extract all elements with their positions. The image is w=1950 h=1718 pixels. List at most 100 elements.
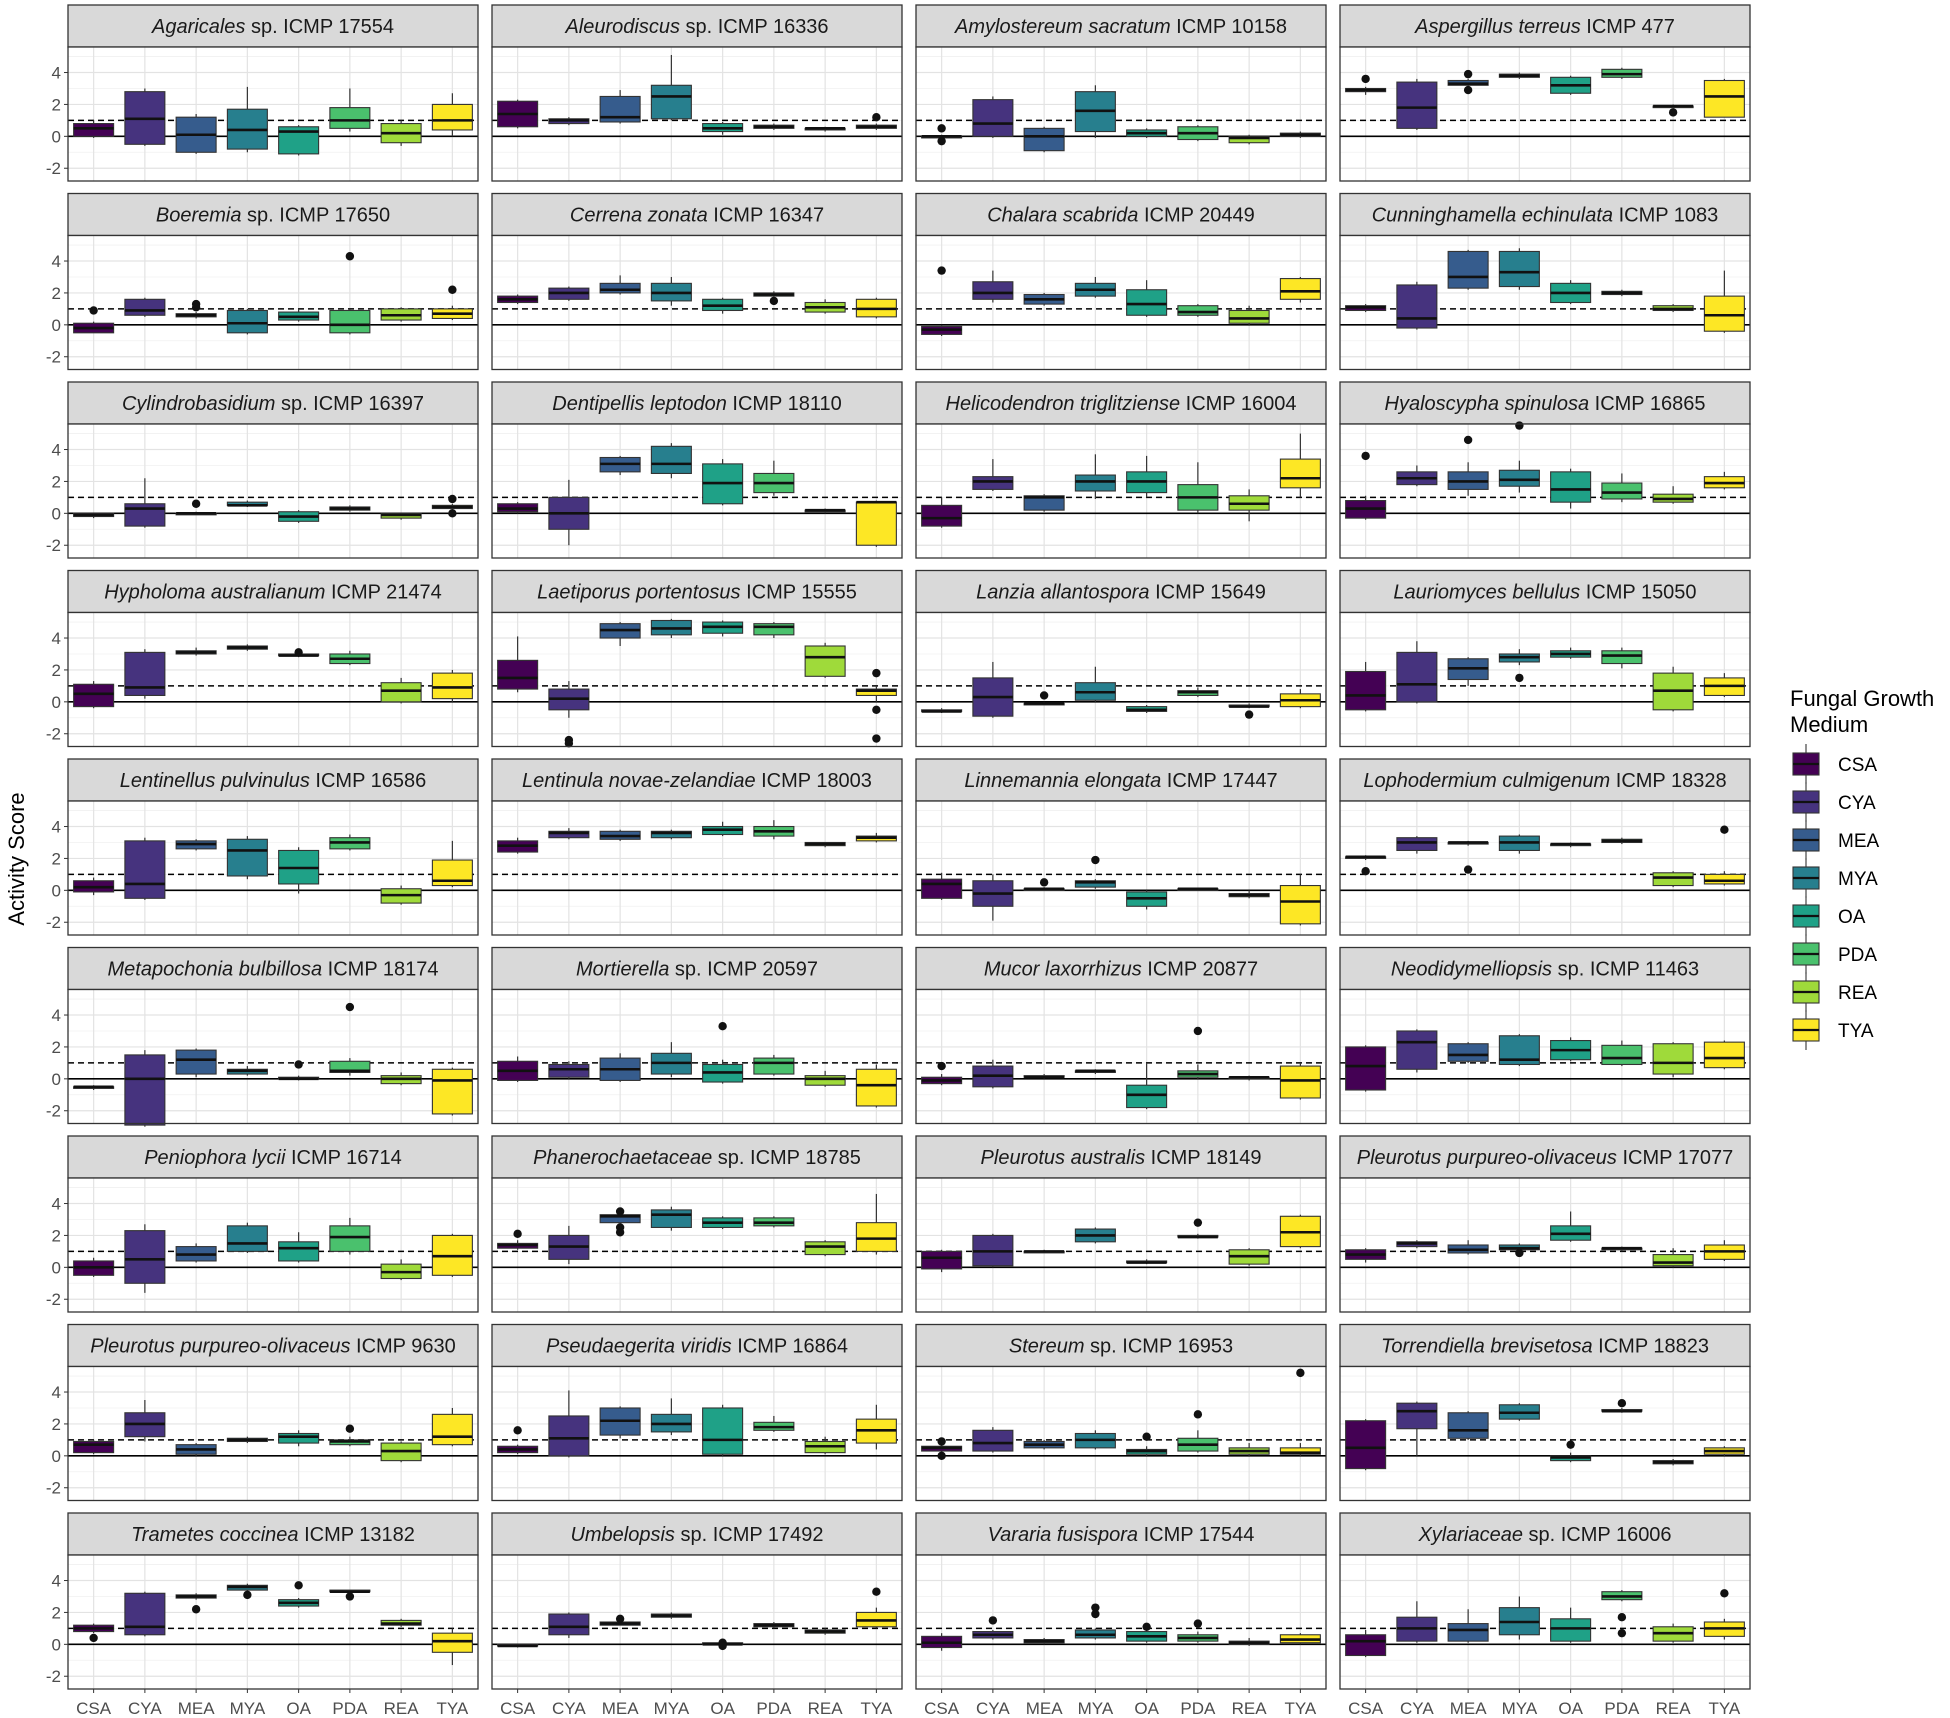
facet-title-rest: ICMP 15050 xyxy=(1580,582,1696,604)
box-tya xyxy=(1279,458,1321,489)
outlier-point xyxy=(1720,825,1729,834)
outlier-point xyxy=(345,1592,355,1601)
facet-title: Pleurotus purpureo-olivaceus ICMP 9630 xyxy=(90,1336,455,1358)
x-tick-label: CSA xyxy=(76,1699,112,1718)
x-tick-label: MYA xyxy=(1502,1699,1538,1718)
box-cya xyxy=(1396,1402,1438,1430)
facet-title-italic: Cunninghamella echinulata xyxy=(1372,205,1613,227)
facet-strip xyxy=(915,1323,1327,1368)
facet-title-italic: Stereum xyxy=(1009,1336,1085,1358)
y-tick-label: 4 xyxy=(52,1195,61,1214)
facet-title: Lentinula novae-zelandiae ICMP 18003 xyxy=(522,770,872,792)
facet-panel: Boeremia sp. ICMP 17650 -2 0 2 4 xyxy=(46,192,479,371)
facet-title-italic: Laetiporus portentosus xyxy=(537,582,740,604)
facet-title-rest: ICMP 18149 xyxy=(1145,1147,1261,1169)
box-oa xyxy=(278,1432,320,1444)
box-mea xyxy=(1023,495,1065,511)
facet-title-italic: Lophodermium culmigenum xyxy=(1363,770,1610,792)
box-mya xyxy=(1074,474,1116,492)
facet-title-italic: Hyaloscypha spinulosa xyxy=(1385,393,1590,415)
facet-strip xyxy=(1339,1512,1751,1556)
box-cya xyxy=(124,503,166,527)
box-rea xyxy=(1652,1254,1694,1267)
outlier-point xyxy=(513,1229,522,1239)
box-rea xyxy=(804,1241,846,1256)
panel-border xyxy=(491,1177,903,1313)
panel-border xyxy=(491,46,903,182)
panel-border xyxy=(1339,1177,1751,1313)
facet-title: Cerrena zonata ICMP 16347 xyxy=(570,205,824,227)
panel-border xyxy=(491,611,903,748)
box-mya xyxy=(1498,250,1540,288)
box-oa xyxy=(1126,289,1168,316)
x-tick-label: MYA xyxy=(1078,1699,1114,1718)
outlier-point xyxy=(937,1437,946,1446)
box-pda xyxy=(1601,482,1643,500)
outlier-point xyxy=(1361,451,1370,461)
y-tick-label: 0 xyxy=(52,504,61,523)
facet-title: Cunninghamella echinulata ICMP 1083 xyxy=(1372,205,1719,227)
facet-title-rest: ICMP 16865 xyxy=(1589,393,1705,415)
facet-panel: Lophodermium culmigenum ICMP 18328 xyxy=(1339,758,1751,936)
x-tick-label: REA xyxy=(1656,1699,1692,1718)
facet-title: Agaricales sp. ICMP 17554 xyxy=(151,16,394,38)
panel-border xyxy=(67,423,479,559)
facet-title: Xylariaceae sp. ICMP 16006 xyxy=(1417,1524,1671,1546)
facet-strip xyxy=(1339,1323,1751,1368)
facet-panel: Xylariaceae sp. ICMP 16006 CSA CYA MEA MYA OA… xyxy=(1339,1512,1751,1718)
facet-panel: Hypholoma australianum ICMP 21474 -2 0 2 4 xyxy=(46,569,479,748)
facet-title: Trametes coccinea ICMP 13182 xyxy=(131,1524,415,1546)
y-tick-label: 2 xyxy=(52,1415,61,1434)
outlier-point xyxy=(1193,1410,1203,1419)
facet-title: Pleurotus purpureo-olivaceus ICMP 17077 xyxy=(1357,1147,1734,1169)
facet-strip xyxy=(1339,758,1751,802)
panel-border xyxy=(1339,1554,1751,1690)
facet-title-rest: ICMP 16004 xyxy=(1180,393,1296,415)
facet-title-italic: Mortierella xyxy=(576,959,669,981)
y-tick-label: 0 xyxy=(52,316,61,335)
x-tick-label: MYA xyxy=(654,1699,690,1718)
panel-background xyxy=(916,989,1326,1124)
x-tick-label: PDA xyxy=(1180,1699,1216,1718)
y-tick-label: 4 xyxy=(52,1006,61,1025)
x-tick-label: MEA xyxy=(178,1699,216,1718)
outlier-point xyxy=(345,1002,355,1012)
legend-title: Medium xyxy=(1790,712,1868,737)
x-tick-label: CYA xyxy=(976,1699,1010,1718)
facet-title-rest: ICMP 18174 xyxy=(322,959,438,981)
y-tick-label: 0 xyxy=(52,693,61,712)
y-tick-label: 4 xyxy=(52,1572,61,1591)
box-cya xyxy=(972,99,1014,137)
facet-panel: Stereum sp. ICMP 16953 xyxy=(915,1323,1327,1502)
y-tick-label: 2 xyxy=(52,849,61,868)
outlier-point xyxy=(1193,1218,1203,1227)
box-cya xyxy=(1396,284,1438,329)
x-tick-label: CYA xyxy=(1400,1699,1434,1718)
outlier-point xyxy=(937,1451,946,1461)
box-mea xyxy=(1447,1623,1489,1642)
facet-strip xyxy=(915,758,1327,802)
panel-background xyxy=(68,424,478,558)
legend-label: REA xyxy=(1838,983,1877,1004)
box-oa xyxy=(1126,1084,1168,1109)
legend-title: Fungal Growth xyxy=(1790,686,1934,711)
facet-strip xyxy=(491,4,903,48)
facet-title-rest: sp. ICMP 16953 xyxy=(1084,1336,1233,1358)
box-cya xyxy=(124,1592,166,1636)
outlier-point xyxy=(1515,1248,1524,1258)
box-cya xyxy=(972,476,1014,490)
box-mya xyxy=(1498,469,1540,487)
box-rea xyxy=(1652,1043,1694,1075)
outlier-point xyxy=(1296,1368,1305,1378)
y-tick-label: 2 xyxy=(52,1226,61,1245)
panel-border xyxy=(915,1554,1327,1690)
y-tick-label: -2 xyxy=(46,725,61,744)
box-cya xyxy=(124,298,166,316)
outlier-point xyxy=(1617,1628,1627,1638)
box-cya xyxy=(1396,651,1438,703)
facet-title: Vararia fusispora ICMP 17544 xyxy=(988,1524,1255,1546)
facet-title-italic: Umbelopsis xyxy=(570,1524,674,1546)
panel-border xyxy=(1339,800,1751,936)
facet-title: Dentipellis leptodon ICMP 18110 xyxy=(552,393,841,415)
box-mea xyxy=(1023,127,1065,152)
